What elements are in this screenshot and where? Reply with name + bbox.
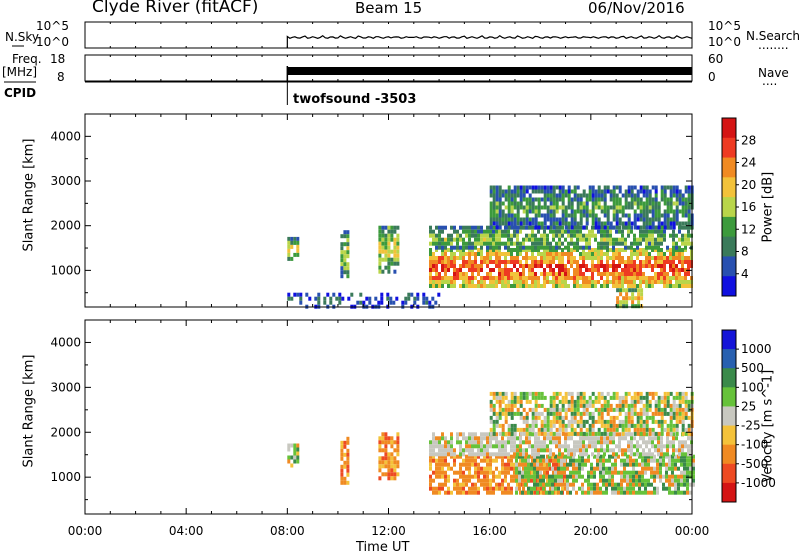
colorbar-tick-label: 12 (741, 222, 756, 236)
y-tick-label: 1000 (50, 263, 81, 277)
velocity-heatmap (287, 391, 695, 495)
colorbar-tick-label: 500 (741, 361, 764, 375)
colorbar-tick-label: 20 (741, 178, 756, 192)
colorbar-tick-label: 25 (741, 399, 756, 413)
colorbar-segment (722, 216, 736, 238)
y-tick-label: 4000 (50, 335, 81, 349)
y-tick-label: 2000 (50, 219, 81, 233)
colorbar-segment (722, 482, 736, 503)
freq-unit-label: [MHz] (2, 65, 38, 79)
colorbar-tick-label: -25 (741, 419, 761, 433)
cpid-value: twofsound -3503 (293, 92, 417, 107)
freq-tick-left-bottom: 8 (57, 70, 65, 84)
colorbar-tick-label: 4 (741, 267, 749, 281)
colorbar-segment (722, 387, 736, 407)
colorbar-tick-label: 8 (741, 245, 749, 259)
freq-band (287, 67, 692, 75)
colorbar-tick-label: 16 (741, 200, 756, 214)
colorbar-segment (722, 425, 736, 446)
noise-tick-left-bottom: 10^0 (36, 35, 69, 49)
noise-tick-right-top: 10^5 (708, 19, 741, 33)
y-tick-label: 3000 (50, 174, 81, 188)
colorbar-tick-label: 100 (741, 380, 764, 394)
colorbar-segment (722, 444, 736, 465)
colorbar-segment (722, 256, 736, 277)
x-tick-label: 12:00 (371, 524, 406, 538)
colorbar-segment (722, 406, 736, 427)
freq-tick-right-bottom: 0 (708, 70, 716, 84)
colorbar-segment (722, 463, 736, 484)
x-tick-label: 00:00 (68, 524, 103, 538)
x-tick-label: 00:00 (675, 524, 710, 538)
x-tick-label: 08:00 (270, 524, 305, 538)
colorbar-segment (722, 330, 736, 350)
nave-label: Nave (758, 66, 789, 80)
y-tick-label: 3000 (50, 380, 81, 394)
colorbar-segment (722, 276, 736, 297)
power-colorbar-label: Power [dB] (760, 171, 776, 243)
nsearch-dots: ........ (758, 38, 789, 52)
nave-dots: .... (762, 74, 778, 88)
freq-tick-left-top: 18 (50, 52, 66, 66)
y-tick-label: 4000 (50, 129, 81, 143)
noise-tick-right-bottom: 10^0 (708, 35, 741, 49)
y-tick-label: 1000 (50, 470, 81, 484)
colorbar-tick-label: -100 (741, 438, 768, 452)
colorbar-frame (721, 329, 737, 503)
station-title: Clyde River (fitACF) (92, 0, 259, 17)
colorbar-segment (722, 157, 736, 178)
colorbar-tick-label: 28 (741, 133, 756, 147)
velocity-y-axis-label: Slant Range [km] (21, 354, 37, 468)
colorbar-segment (722, 368, 736, 388)
colorbar-segment (722, 349, 736, 369)
x-tick-label: 20:00 (574, 524, 609, 538)
noise-tick-left-top: 10^5 (36, 19, 69, 33)
nsky-label: N.Sky (5, 30, 40, 44)
colorbar-tick-label: 24 (741, 156, 756, 170)
noise-panel-frame (84, 21, 693, 49)
freq-label: Freq. (12, 52, 42, 66)
velocity-colorbar-label: Velocity [m s^-1] (760, 369, 776, 483)
nsearch-label: N.Search (746, 29, 800, 43)
cpid-label: CPID (4, 86, 37, 100)
x-tick-label: 16:00 (472, 524, 507, 538)
colorbar-tick-label: -500 (741, 457, 768, 471)
colorbar-segment (722, 137, 736, 159)
y-tick-label: 2000 (50, 425, 81, 439)
date-title: 06/Nov/2016 (588, 0, 685, 17)
power-y-axis-label: Slant Range [km] (21, 138, 37, 252)
freq-tick-right-top: 60 (708, 52, 724, 66)
colorbar-segment (722, 118, 736, 139)
colorbar-tick-label: -1000 (741, 476, 776, 490)
colorbar-segment (722, 236, 736, 257)
x-tick-label: 04:00 (169, 524, 204, 538)
colorbar-segment (722, 177, 736, 198)
power-heatmap (287, 185, 694, 309)
colorbar-tick-label: 1000 (741, 342, 772, 356)
colorbar-segment (722, 197, 736, 218)
beam-title: Beam 15 (355, 0, 423, 17)
noise-trace (286, 34, 693, 48)
x-axis-title: Time UT (356, 540, 410, 555)
